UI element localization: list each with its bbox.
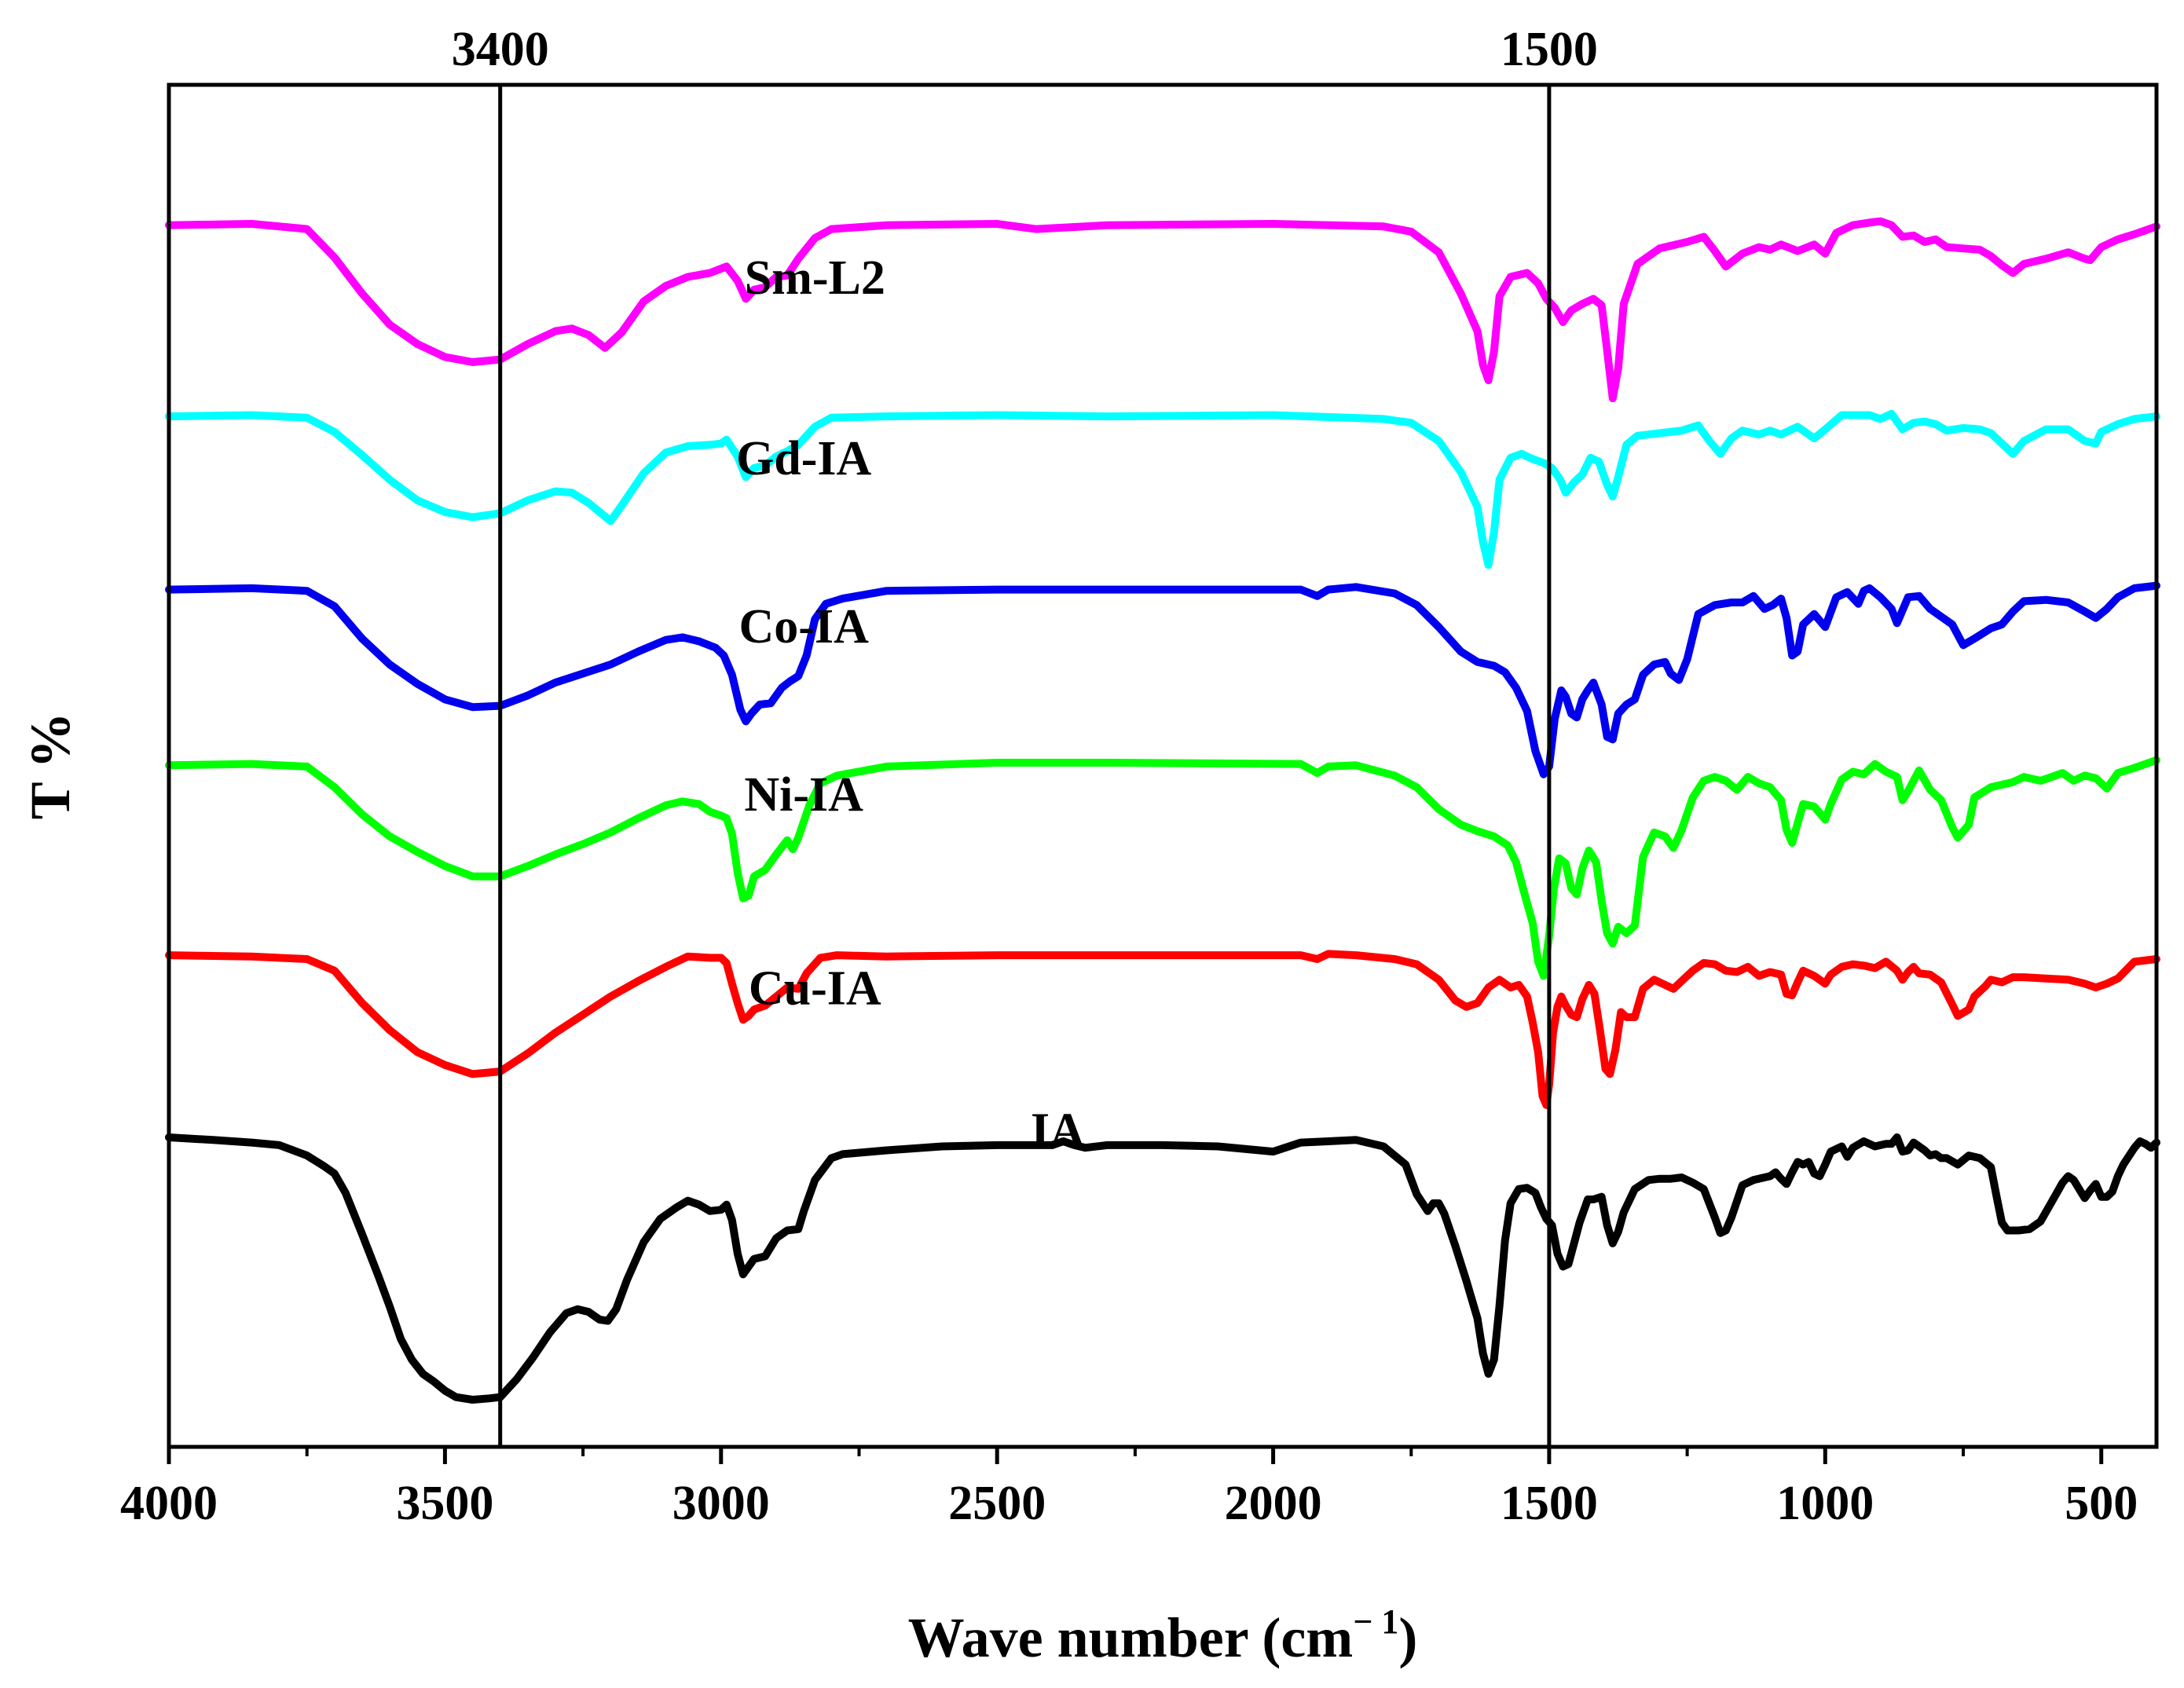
x-tick-label-1000: 1000	[1776, 1477, 1874, 1530]
series-label-co-ia: Co-IA	[739, 600, 870, 654]
x-tick-label-500: 500	[2065, 1477, 2138, 1530]
x-axis-title: Wave number (cm− 1)	[908, 1602, 1418, 1669]
reference-line-label-1500: 1500	[1501, 23, 1598, 76]
x-tick-label-4000: 4000	[120, 1477, 218, 1530]
series-label-gd-ia: Gd-IA	[736, 432, 871, 485]
x-tick-label-3000: 3000	[672, 1477, 770, 1530]
series-label-sm-l2: Sm-L2	[745, 251, 885, 305]
series-label-cu-ia: Cu-IA	[749, 962, 881, 1016]
series-label-ia: IA	[1031, 1104, 1085, 1158]
series-labels: Sm-L2 Gd-IA Co-IA Ni-IA Cu-IA IA	[736, 251, 1085, 1158]
x-tick-label-1500: 1500	[1501, 1477, 1598, 1530]
x-tick-label-3500: 3500	[396, 1477, 493, 1530]
series-layer	[165, 217, 2160, 1404]
x-axis-ticks: 4000 3500 3000 2500 2000 1500 1000 500	[120, 1447, 2138, 1530]
series-line-gd-ia	[165, 409, 2160, 569]
x-tick-label-2000: 2000	[1225, 1477, 1322, 1530]
series-label-ni-ia: Ni-IA	[744, 768, 863, 822]
series-line-co-ia	[165, 581, 2160, 778]
series-line-cu-ia	[165, 950, 2160, 1109]
x-axis-title-superscript: − 1	[1353, 1602, 1398, 1641]
plot-frame	[167, 82, 2159, 1449]
x-axis-title-close: )	[1398, 1606, 1417, 1669]
reference-line-label-3400: 3400	[452, 23, 549, 76]
x-tick-label-2500: 2500	[948, 1477, 1046, 1530]
reference-lines: 3400 1500	[452, 23, 1598, 1447]
series-line-sm-l2	[165, 217, 2160, 403]
y-axis-title: T %	[19, 712, 82, 820]
series-line-ia	[165, 1133, 2160, 1404]
series-line-ni-ia	[165, 756, 2160, 980]
x-axis-title-main: Wave number (cm	[908, 1606, 1354, 1669]
